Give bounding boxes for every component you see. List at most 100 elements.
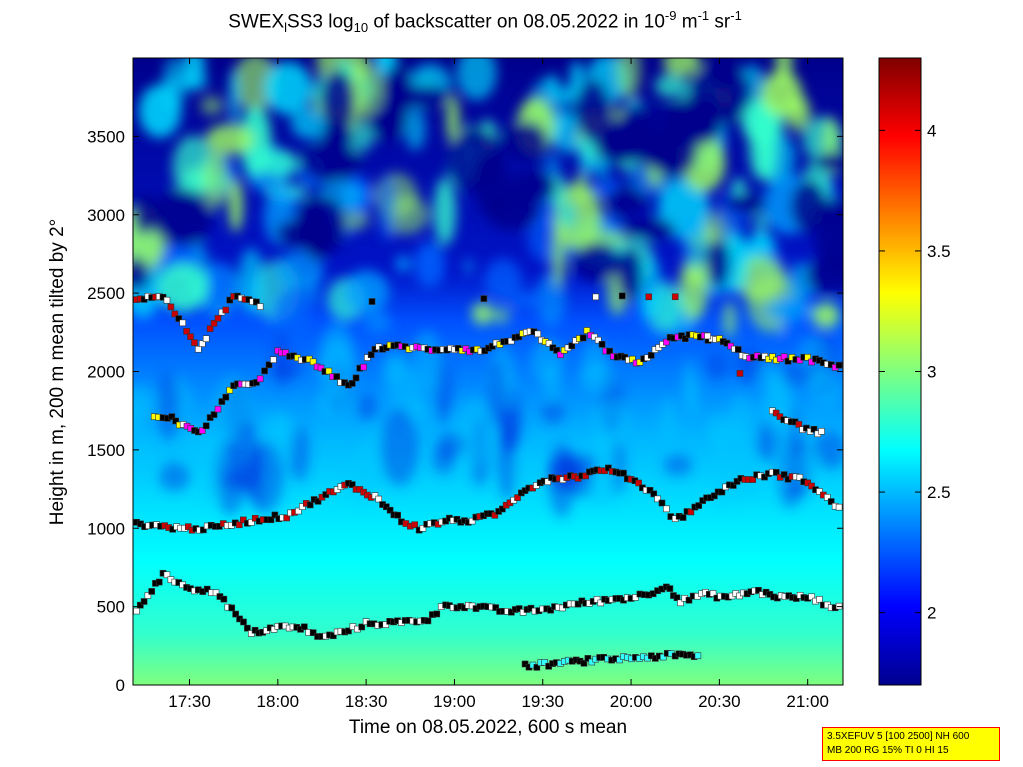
layer-marker: [433, 610, 441, 618]
layer-marker: [167, 303, 175, 311]
layer-marker: [200, 526, 207, 534]
y-axis: 0 500 1000 1500 2000 2500 3000 3500: [87, 127, 843, 695]
layer-marker: [228, 604, 236, 612]
heatmap-patch: [133, 192, 157, 235]
heatmap-patch: [404, 107, 426, 151]
layer-marker: [654, 495, 661, 503]
layer-marker: [468, 517, 476, 525]
info-box-line-1: 3.5XEFUV 5 [100 2500] NH 600: [827, 731, 970, 742]
y-tick-label: 1500: [87, 441, 125, 460]
layer-marker: [492, 604, 499, 611]
layer-marker: [148, 588, 155, 595]
layer-marker: [253, 379, 260, 386]
heatmap-patch: [269, 417, 294, 449]
heatmap-patch: [214, 439, 247, 516]
layer-marker: [645, 293, 653, 301]
layer-marker: [314, 498, 322, 505]
heatmap-patch: [316, 387, 353, 419]
heatmap-patch: [228, 178, 243, 233]
heatmap-patch: [756, 110, 779, 182]
layer-marker: [636, 358, 644, 366]
heatmap-patch: [509, 292, 552, 310]
heatmap-patch: [790, 179, 828, 233]
layer-marker: [671, 293, 679, 301]
layer-marker: [371, 492, 379, 499]
layer-marker: [650, 490, 658, 498]
heatmap-patch: [663, 454, 693, 476]
colorbar-tick-label: 2.5: [927, 483, 951, 502]
heatmap-patch: [705, 353, 729, 381]
x-tick-label: 17:30: [168, 692, 211, 711]
layer-marker: [222, 306, 230, 314]
layer-marker: [419, 525, 427, 532]
heatmap-patch: [381, 351, 407, 385]
heatmap-patch: [133, 256, 151, 291]
chart-title: SWEXlSS3 log10 of backscatter on 08.05.2…: [228, 8, 742, 36]
heatmap-patch: [203, 261, 232, 303]
heatmap-patch: [446, 95, 460, 145]
layer-marker: [695, 502, 703, 509]
heatmap-patch: [462, 258, 475, 276]
x-tick-label: 18:30: [345, 692, 388, 711]
layer-marker: [256, 303, 264, 310]
heatmap-patch: [151, 188, 213, 246]
layer-marker: [507, 337, 515, 345]
layer-marker: [646, 487, 654, 494]
layer-marker: [816, 596, 823, 603]
layer-marker: [824, 494, 831, 501]
layer-marker: [818, 428, 825, 435]
y-tick-label: 2000: [87, 363, 125, 382]
heatmap-patch: [573, 242, 621, 282]
layer-marker: [553, 347, 560, 354]
heatmap-patch: [395, 255, 410, 273]
layer-marker: [515, 333, 523, 341]
heatmap-patch: [485, 190, 541, 230]
layer-marker: [383, 503, 390, 511]
heatmap-patch: [514, 454, 537, 487]
colorbar: [878, 57, 922, 686]
heatmap-patch: [355, 394, 378, 420]
layer-marker: [499, 505, 506, 513]
layer-marker: [191, 339, 198, 346]
layer-marker: [580, 659, 588, 667]
layer-marker: [488, 342, 496, 350]
layer-marker: [685, 596, 693, 604]
heatmap-patch: [202, 150, 229, 209]
layer-marker: [491, 512, 499, 519]
heatmap-patch: [214, 375, 252, 440]
heatmap-patch: [636, 255, 663, 319]
heatmap-patch: [381, 64, 414, 116]
heatmap-patch: [543, 365, 561, 403]
layer-marker: [309, 358, 317, 366]
heatmap-patch: [758, 360, 781, 393]
layer-marker: [214, 315, 222, 322]
layer-marker: [547, 606, 554, 614]
layer-marker: [605, 464, 612, 472]
heatmap-patch: [579, 363, 616, 394]
info-box: 3.5XEFUV 5 [100 2500] NH 600 MB 200 RG 1…: [822, 727, 1000, 761]
layer-marker: [592, 293, 600, 301]
heatmap-patch: [228, 67, 241, 127]
layer-marker: [808, 482, 815, 490]
layer-marker: [175, 315, 183, 322]
heatmap-patch: [810, 367, 841, 408]
layer-marker: [795, 421, 803, 428]
heatmap-patch: [611, 440, 626, 496]
heatmap-patch: [414, 241, 446, 288]
layer-marker: [301, 623, 308, 631]
layer-marker: [256, 375, 264, 383]
heatmap-patch: [654, 73, 686, 98]
layer-marker: [632, 594, 639, 601]
heatmap-patch: [608, 112, 653, 153]
layer-marker: [583, 327, 591, 334]
heatmap-patch: [302, 202, 331, 261]
layer-marker: [270, 356, 277, 364]
layer-marker: [171, 310, 179, 318]
heatmap-patch: [813, 151, 843, 173]
layer-marker: [761, 473, 768, 481]
heatmap-patch: [805, 257, 843, 295]
layer-marker: [235, 521, 243, 529]
heatmap-patch: [260, 149, 299, 177]
layer-marker: [244, 624, 251, 632]
heatmap-patch: [640, 137, 681, 171]
